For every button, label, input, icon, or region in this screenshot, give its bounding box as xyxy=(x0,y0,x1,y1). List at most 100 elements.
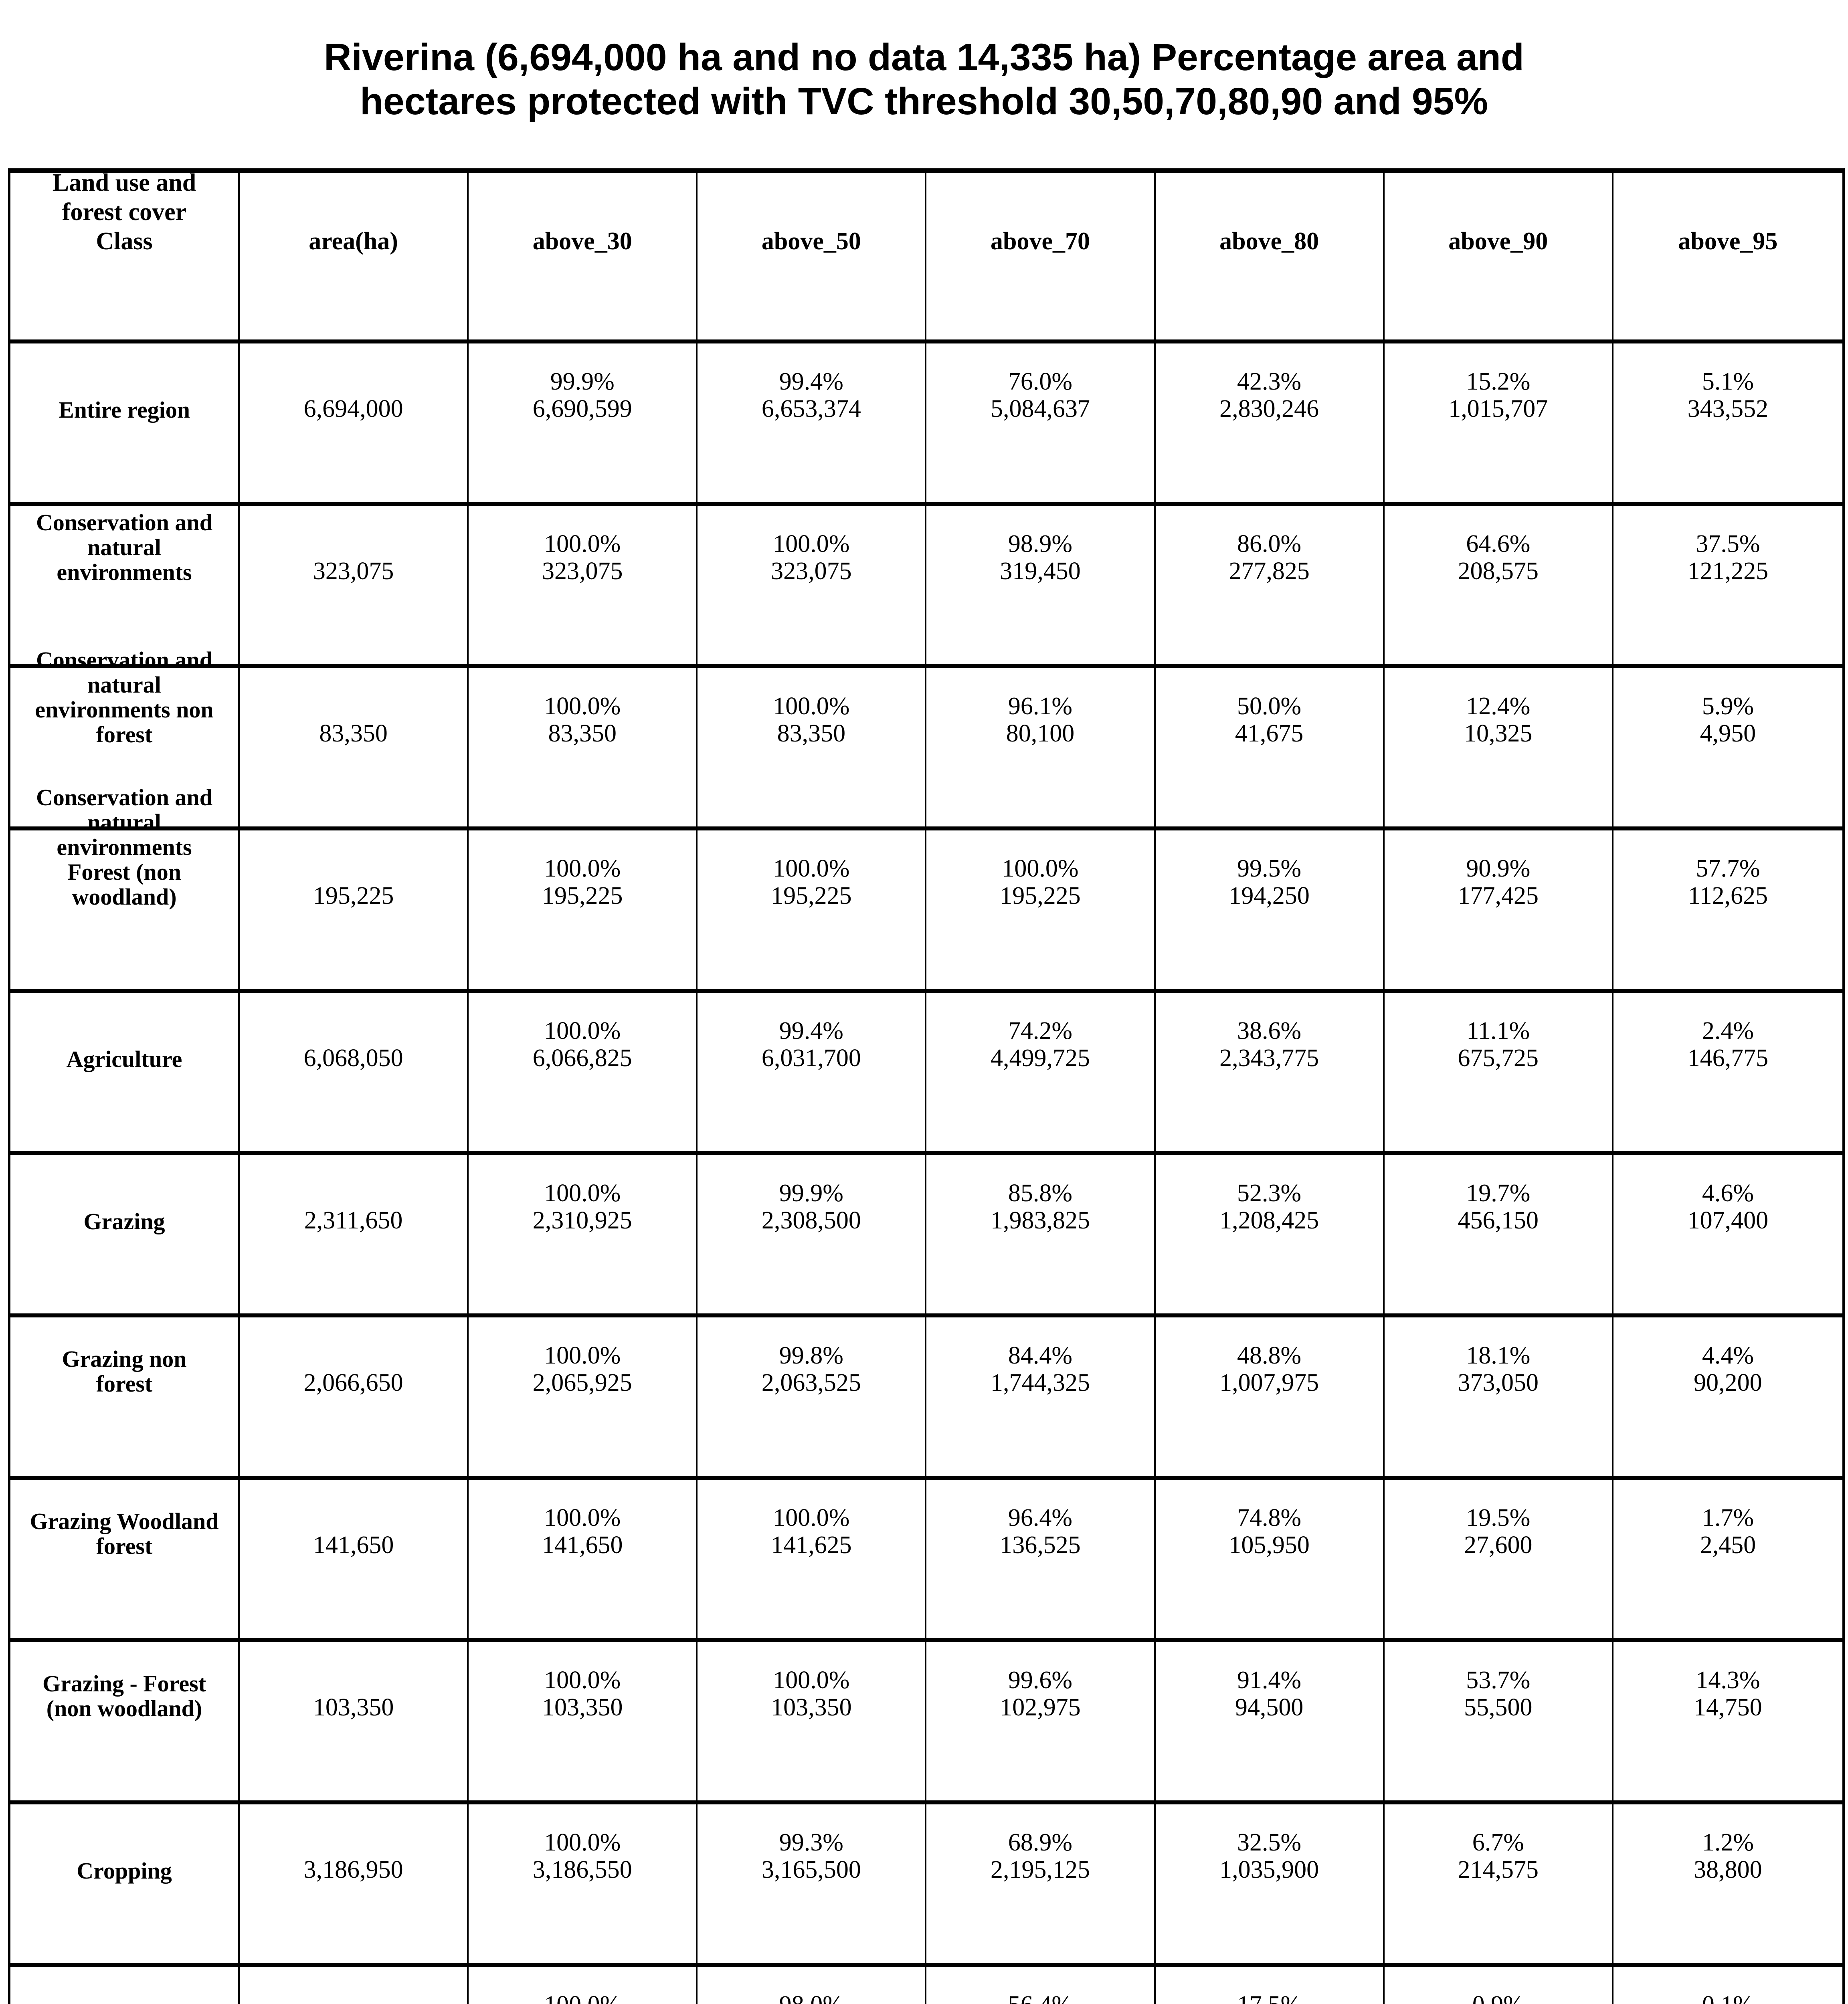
pct-ha-value: 99.4% 6,031,700 xyxy=(698,1017,925,1072)
area-value: 103,350 xyxy=(313,1694,394,1721)
pct-ha-value: 96.4% 136,525 xyxy=(926,1504,1154,1559)
ha-value: 103,350 xyxy=(542,1694,623,1721)
pct-value: 100.0% xyxy=(544,693,621,720)
ha-value: 90,200 xyxy=(1694,1369,1762,1397)
ha-value: 1,007,975 xyxy=(1219,1369,1319,1397)
ha-value: 41,675 xyxy=(1235,720,1304,747)
data-cell: 100.0%567,525 xyxy=(469,1967,698,2004)
ha-value: 94,500 xyxy=(1235,1694,1304,1721)
data-cell: 91.4% 94,500 xyxy=(1155,1642,1385,1804)
pct-value: 14.3% xyxy=(1696,1667,1760,1694)
data-cell: 50.0% 41,675 xyxy=(1155,668,1385,830)
pct-ha-value: 84.4% 1,744,325 xyxy=(926,1342,1154,1396)
pct-value: 74.8% xyxy=(1237,1504,1302,1532)
pct-value: 76.0% xyxy=(1008,368,1073,396)
ha-value: 27,600 xyxy=(1464,1531,1533,1559)
pct-ha-value: 76.0% 5,084,637 xyxy=(926,368,1154,422)
data-cell: 99.8% 2,063,525 xyxy=(698,1317,927,1480)
data-cell: 37.5% 121,225 xyxy=(1613,506,1842,668)
row-label: Conservation and natural environments no… xyxy=(35,647,214,748)
ha-value: 3,165,500 xyxy=(761,1856,861,1884)
area-value: 141,650 xyxy=(313,1531,394,1559)
data-cell: 12.4% 10,325 xyxy=(1384,668,1613,830)
pct-ha-value: 1.7% 2,450 xyxy=(1613,1504,1842,1559)
pct-value: 1.2% xyxy=(1702,1829,1754,1857)
pct-ha-value: 19.5% 27,600 xyxy=(1385,1504,1612,1559)
pct-value: 52.3% xyxy=(1237,1180,1302,1207)
row-label: Grazing xyxy=(83,1208,165,1235)
ha-value: 4,950 xyxy=(1700,720,1756,747)
row-label-cell: Grazing - Forest (non woodland) xyxy=(10,1642,240,1804)
area-value: 6,068,050 xyxy=(303,1044,403,1072)
data-cell: 5.9% 4,950 xyxy=(1613,668,1842,830)
ha-value: 141,650 xyxy=(542,1531,623,1559)
data-cell: 2.4% 146,775 xyxy=(1613,993,1842,1155)
data-cell: 74.2% 4,499,725 xyxy=(926,993,1156,1155)
page-title-line2: hectares protected with TVC threshold 30… xyxy=(360,80,1488,123)
row-label: Grazing non forest xyxy=(62,1346,187,1397)
pct-ha-value: 6.7% 214,575 xyxy=(1385,1829,1612,1883)
pct-ha-value: 100.0% 103,350 xyxy=(698,1667,925,1721)
pct-value: 100.0% xyxy=(773,1504,850,1532)
data-cell: 19.5% 27,600 xyxy=(1384,1480,1613,1642)
data-cell: 100.0% 323,075 xyxy=(698,506,927,668)
row-label: Conservation and natural environments Fo… xyxy=(36,784,212,910)
pct-ha-value: 100.0% 195,225 xyxy=(469,855,696,909)
area-value: 2,066,650 xyxy=(303,1369,403,1397)
pct-value: 100.0% xyxy=(544,1017,621,1045)
pct-ha-value: 91.4% 94,500 xyxy=(1156,1667,1383,1721)
data-cell: 100.0% 323,075 xyxy=(469,506,698,668)
pct-ha-value: 74.8% 105,950 xyxy=(1156,1504,1383,1559)
pct-value: 99.9% xyxy=(779,1180,843,1207)
row-label: Cropping xyxy=(77,1858,172,1884)
pct-value: 100.0% xyxy=(773,530,850,558)
ha-value: 2,310,925 xyxy=(532,1207,632,1234)
pct-ha-value: 12.4% 10,325 xyxy=(1385,693,1612,747)
data-cell: 99.6% 102,975 xyxy=(926,1642,1156,1804)
pct-value: 5.9% xyxy=(1702,693,1754,720)
pct-value: 98.9% xyxy=(1008,530,1073,558)
pct-ha-value: 100.0% 103,350 xyxy=(469,1667,696,1721)
pct-ha-value: 42.3% 2,830,246 xyxy=(1156,368,1383,422)
pct-ha-value: 100.0% 83,350 xyxy=(698,693,925,747)
pct-value: 100.0% xyxy=(773,1667,850,1694)
area-cell: 2,311,650 xyxy=(240,1155,469,1317)
area-cell: 195,225 xyxy=(240,830,469,993)
pct-value: 100.0% xyxy=(773,855,850,883)
pct-ha-value: 5.9% 4,950 xyxy=(1613,693,1842,747)
ha-value: 6,066,825 xyxy=(532,1044,632,1072)
pct-value: 100.0% xyxy=(544,1829,621,1857)
pct-value: 100.0% xyxy=(544,1342,621,1370)
data-cell: 90.9% 177,425 xyxy=(1384,830,1613,993)
ha-value: 80,100 xyxy=(1006,720,1075,747)
pct-value: 37.5% xyxy=(1696,530,1760,558)
pct-ha-value: 98.0%556,250 xyxy=(698,1991,925,2004)
ha-value: 2,195,125 xyxy=(990,1856,1090,1884)
area-cell: 6,068,050 xyxy=(240,993,469,1155)
data-cell: 38.6% 2,343,775 xyxy=(1155,993,1385,1155)
pct-ha-value: 19.7% 456,150 xyxy=(1385,1180,1612,1234)
pct-value: 96.1% xyxy=(1008,693,1073,720)
pct-ha-value: 100.0% 2,310,925 xyxy=(469,1180,696,1234)
data-cell: 98.9% 319,450 xyxy=(926,506,1156,668)
pct-value: 99.9% xyxy=(550,368,615,396)
header-cell: above_70 xyxy=(926,173,1156,343)
pct-value: 32.5% xyxy=(1237,1829,1302,1857)
data-cell: 99.5% 194,250 xyxy=(1155,830,1385,993)
ha-value: 5,084,637 xyxy=(990,395,1090,423)
pct-value: 99.4% xyxy=(779,1017,843,1045)
pct-ha-value: 90.9% 177,425 xyxy=(1385,855,1612,909)
pct-value: 6.7% xyxy=(1472,1829,1524,1857)
pct-value: 99.8% xyxy=(779,1342,843,1370)
data-cell: 17.5%99,275 xyxy=(1156,1967,1385,2004)
row-label-cell: Grazing Woodland forest xyxy=(10,1480,240,1642)
pct-ha-value: 5.1% 343,552 xyxy=(1613,368,1842,422)
pct-value: 19.5% xyxy=(1466,1504,1531,1532)
data-cell: 74.8% 105,950 xyxy=(1155,1480,1385,1642)
pct-value: 0.1% xyxy=(1613,1991,1842,2004)
data-cell: 19.7% 456,150 xyxy=(1384,1155,1613,1317)
pct-value: 100.0% xyxy=(544,855,621,883)
ha-value: 3,186,550 xyxy=(532,1856,632,1884)
pct-value: 4.6% xyxy=(1702,1180,1754,1207)
ha-value: 112,625 xyxy=(1688,882,1768,910)
